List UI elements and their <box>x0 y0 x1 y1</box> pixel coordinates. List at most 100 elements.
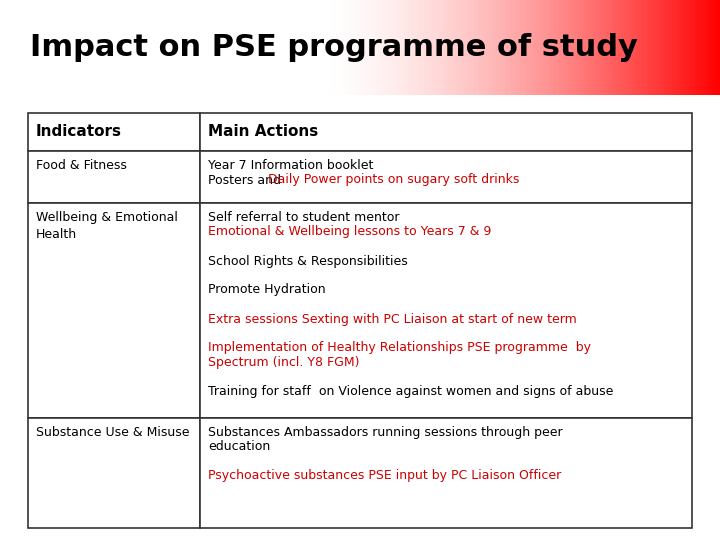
Text: education: education <box>208 441 270 454</box>
Bar <box>19 0 22 95</box>
Bar <box>482 0 485 95</box>
Bar <box>698 0 701 95</box>
Bar <box>252 0 254 95</box>
Bar <box>384 0 387 95</box>
Bar <box>108 0 110 95</box>
Bar <box>283 0 286 95</box>
Bar <box>271 0 274 95</box>
Bar <box>324 0 326 95</box>
Bar <box>675 0 677 95</box>
Bar <box>405 0 408 95</box>
Bar <box>614 0 617 95</box>
Bar <box>137 0 139 95</box>
Text: Psychoactive substances PSE input by PC Liaison Officer: Psychoactive substances PSE input by PC … <box>208 469 562 483</box>
Text: Daily Power points on sugary soft drinks: Daily Power points on sugary soft drinks <box>269 173 520 186</box>
Bar <box>307 0 310 95</box>
Bar <box>153 0 156 95</box>
Bar <box>358 0 360 95</box>
Bar <box>0 0 2 95</box>
Bar <box>240 0 243 95</box>
Bar <box>362 0 365 95</box>
Bar <box>415 0 418 95</box>
Bar <box>667 0 670 95</box>
Bar <box>158 0 161 95</box>
Bar <box>634 0 636 95</box>
Bar <box>63 0 65 95</box>
Bar <box>341 0 343 95</box>
Bar <box>523 0 526 95</box>
Bar <box>441 0 444 95</box>
Bar <box>185 0 187 95</box>
Bar <box>679 0 682 95</box>
Bar <box>261 0 264 95</box>
Bar <box>446 0 449 95</box>
Bar <box>45 0 48 95</box>
Bar <box>72 0 74 95</box>
Bar <box>684 0 686 95</box>
Bar <box>401 0 403 95</box>
Bar <box>348 0 351 95</box>
Bar <box>703 0 706 95</box>
Bar <box>200 151 692 203</box>
Bar <box>542 0 545 95</box>
Bar <box>389 0 391 95</box>
Bar <box>322 0 324 95</box>
Bar <box>187 0 189 95</box>
Bar <box>331 0 333 95</box>
Bar <box>485 0 487 95</box>
Bar <box>581 0 583 95</box>
Text: Extra sessions Sexting with PC Liaison at start of new term: Extra sessions Sexting with PC Liaison a… <box>208 313 577 326</box>
Bar <box>367 0 369 95</box>
Bar <box>24 0 27 95</box>
Bar <box>200 113 692 151</box>
Bar <box>14 0 17 95</box>
Bar <box>567 0 569 95</box>
Bar <box>94 0 96 95</box>
Bar <box>223 0 225 95</box>
Bar <box>427 0 430 95</box>
Bar <box>374 0 377 95</box>
Bar <box>540 0 542 95</box>
Bar <box>135 0 137 95</box>
Bar <box>274 0 276 95</box>
Bar <box>499 0 502 95</box>
Bar <box>662 0 665 95</box>
Bar <box>708 0 711 95</box>
Bar <box>598 0 600 95</box>
Bar <box>653 0 655 95</box>
Bar <box>641 0 643 95</box>
Bar <box>711 0 713 95</box>
Bar <box>535 0 538 95</box>
Bar <box>151 0 153 95</box>
Bar <box>89 0 91 95</box>
Bar <box>115 0 117 95</box>
Bar <box>403 0 405 95</box>
Bar <box>495 0 497 95</box>
Bar <box>266 0 269 95</box>
Bar <box>600 0 603 95</box>
Bar <box>434 0 437 95</box>
Bar <box>437 0 439 95</box>
Bar <box>509 0 511 95</box>
Bar <box>28 151 200 203</box>
Bar <box>180 0 182 95</box>
Bar <box>574 0 576 95</box>
Bar <box>171 0 173 95</box>
Bar <box>672 0 675 95</box>
Bar <box>204 0 207 95</box>
Bar <box>228 0 230 95</box>
Bar <box>657 0 660 95</box>
Bar <box>178 0 180 95</box>
Bar <box>175 0 178 95</box>
Bar <box>101 0 103 95</box>
Bar <box>497 0 499 95</box>
Bar <box>50 0 53 95</box>
Bar <box>387 0 389 95</box>
Bar <box>200 203 692 418</box>
Bar <box>470 0 473 95</box>
Bar <box>168 0 171 95</box>
Bar <box>48 0 50 95</box>
Bar <box>302 0 305 95</box>
Bar <box>79 0 81 95</box>
Bar <box>132 0 135 95</box>
